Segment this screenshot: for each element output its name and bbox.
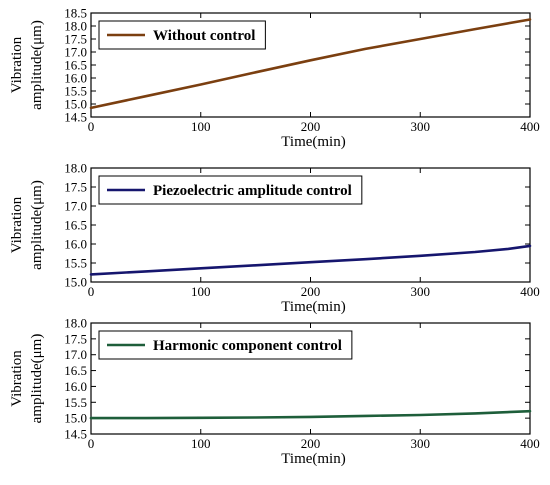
- y-tick-label: 16.5: [64, 218, 87, 233]
- y-tick-label: 17.0: [64, 347, 87, 362]
- x-tick-label: 100: [191, 436, 211, 451]
- y-tick-label: 14.5: [64, 110, 87, 125]
- legend-label: Without control: [153, 28, 255, 44]
- series-line: [89, 409, 532, 420]
- y-tick-label: 16.5: [64, 363, 87, 378]
- y-tick-label: 15.0: [64, 97, 87, 112]
- y-tick-label: 16.0: [64, 237, 87, 252]
- x-tick-label: 100: [191, 119, 211, 134]
- y-tick-label: 18.0: [64, 316, 87, 331]
- y-tick-label: 18.0: [64, 161, 87, 176]
- chart-panel-2: 0 100 200 300 400 15.0 15.5 16.0 16.5 17.0 17.5 18.…: [9, 161, 540, 316]
- y-tick-label: 18.5: [64, 6, 87, 21]
- x-axis-label: Time(min): [281, 451, 345, 467]
- y-axis-label-line-1: Vibration: [9, 36, 25, 93]
- x-axis-label: Time(min): [281, 134, 345, 150]
- y-tick-label: 16.0: [64, 71, 87, 86]
- y-tick-label: 15.0: [64, 275, 87, 290]
- legend-label: Piezoelectric amplitude control: [153, 183, 352, 199]
- y-tick-label: 17.5: [64, 180, 87, 195]
- x-tick-label: 0: [88, 119, 95, 134]
- y-tick-label: 16.0: [64, 379, 87, 394]
- x-axis-label: Time(min): [281, 299, 345, 315]
- y-axis-label-line-2: amplitude(μm): [29, 334, 45, 424]
- x-tick-label: 400: [520, 284, 540, 299]
- y-tick-label: 17.5: [64, 32, 87, 47]
- y-tick-label: 17.0: [64, 45, 87, 60]
- y-tick-label: 15.5: [64, 84, 87, 99]
- x-tick-label: 400: [520, 436, 540, 451]
- x-tick-label: 300: [411, 436, 431, 451]
- y-axis-label-line-1: Vibration: [9, 196, 25, 253]
- y-tick-label: 18.0: [64, 19, 87, 34]
- y-tick-label: 15.5: [64, 256, 87, 271]
- x-tick-label: 400: [520, 119, 540, 134]
- y-tick-label: 15.5: [64, 395, 87, 410]
- x-tick-label: 200: [301, 436, 321, 451]
- x-tick-label: 100: [191, 284, 211, 299]
- x-tick-label: 300: [411, 284, 431, 299]
- x-tick-label: 200: [301, 284, 321, 299]
- x-tick-label: 300: [411, 119, 431, 134]
- chart-panel-1: 0 100 200 300 400 14.515.015.516.016.517.017.…: [9, 6, 540, 151]
- series-line: [89, 18, 532, 110]
- y-axis-label-line-2: amplitude(μm): [29, 20, 45, 110]
- chart-panel-3: 0 100 200 300 400 14.515.015.516.016.517.017.…: [9, 316, 540, 468]
- x-tick-label: 0: [88, 436, 95, 451]
- x-tick-label: 200: [301, 119, 321, 134]
- y-tick-label: 17.0: [64, 199, 87, 214]
- y-tick-label: 14.5: [64, 427, 87, 442]
- y-tick-label: 16.5: [64, 58, 87, 73]
- y-axis-label-line-1: Vibration: [9, 350, 25, 407]
- x-tick-label: 0: [88, 284, 95, 299]
- y-axis-label-line-2: amplitude(μm): [29, 180, 45, 270]
- y-tick-label: 17.5: [64, 331, 87, 346]
- legend-label: Harmonic component control: [153, 338, 342, 354]
- y-tick-label: 15.0: [64, 411, 87, 426]
- series-line: [89, 244, 532, 276]
